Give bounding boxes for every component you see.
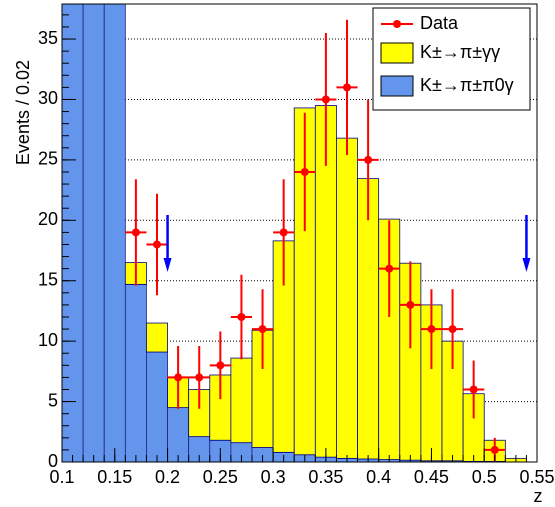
legend-label: Data (420, 13, 459, 33)
y-tick-label: 10 (38, 330, 58, 350)
data-point (258, 325, 267, 334)
y-tick-label: 5 (48, 390, 58, 410)
legend-swatch (380, 42, 414, 64)
legend-label: K±→π±γγ (420, 42, 500, 62)
x-tick-label: 0.4 (366, 467, 391, 487)
y-axis-label: Events / 0.02 (13, 60, 33, 165)
data-point (364, 155, 373, 164)
y-tick-label: 35 (38, 28, 58, 48)
data-point (300, 167, 309, 176)
x-tick-label: 0.35 (308, 467, 343, 487)
cut-arrowhead (163, 258, 172, 272)
data-point (343, 83, 351, 92)
data-point (385, 264, 394, 273)
legend-label: K±→π±π0γ (420, 75, 514, 95)
cut-arrowhead (522, 258, 531, 272)
data-point (195, 373, 204, 382)
histogram-bar (124, 283, 147, 462)
histogram-bar (167, 407, 190, 462)
data-point (469, 385, 478, 394)
histogram-bar (230, 357, 253, 444)
x-tick-label: 0.1 (49, 467, 74, 487)
x-tick-label: 0.5 (472, 467, 497, 487)
histogram-bar (103, 4, 126, 462)
histogram-bar (82, 4, 105, 462)
y-tick-label: 15 (38, 269, 58, 289)
y-tick-label: 30 (38, 88, 58, 108)
frame (61, 3, 538, 463)
plot-area (62, 4, 537, 462)
data-point (448, 325, 457, 334)
data-point (174, 373, 183, 382)
data-point (427, 325, 436, 334)
y-tick-label: 20 (38, 209, 58, 229)
x-tick-label: 0.25 (203, 467, 238, 487)
y-tick-label: 0 (48, 451, 58, 471)
histogram-bar (146, 351, 168, 462)
histogram-bar (357, 178, 380, 460)
legend-marker (393, 20, 401, 28)
histogram-bar (336, 137, 358, 459)
data-point (321, 95, 330, 104)
data-point (490, 445, 499, 454)
data-point (153, 240, 161, 249)
data-point (131, 228, 140, 237)
data-point (237, 312, 246, 321)
x-tick-label: 0.55 (519, 467, 554, 487)
legend-swatch (380, 75, 414, 97)
histogram-bar (62, 4, 84, 462)
histogram-bar (146, 322, 168, 353)
legend: Data K±→π±γγ K±→π±π0γ (372, 7, 531, 111)
x-axis-label: z (534, 486, 543, 506)
data-point (216, 361, 225, 370)
x-tick-label: 0.15 (97, 467, 132, 487)
data-point (406, 300, 415, 309)
y-tick-label: 25 (38, 149, 58, 169)
x-tick-label: 0.2 (155, 467, 180, 487)
data-point (279, 228, 288, 237)
x-tick-label: 0.45 (414, 467, 449, 487)
x-tick-label: 0.3 (261, 467, 286, 487)
